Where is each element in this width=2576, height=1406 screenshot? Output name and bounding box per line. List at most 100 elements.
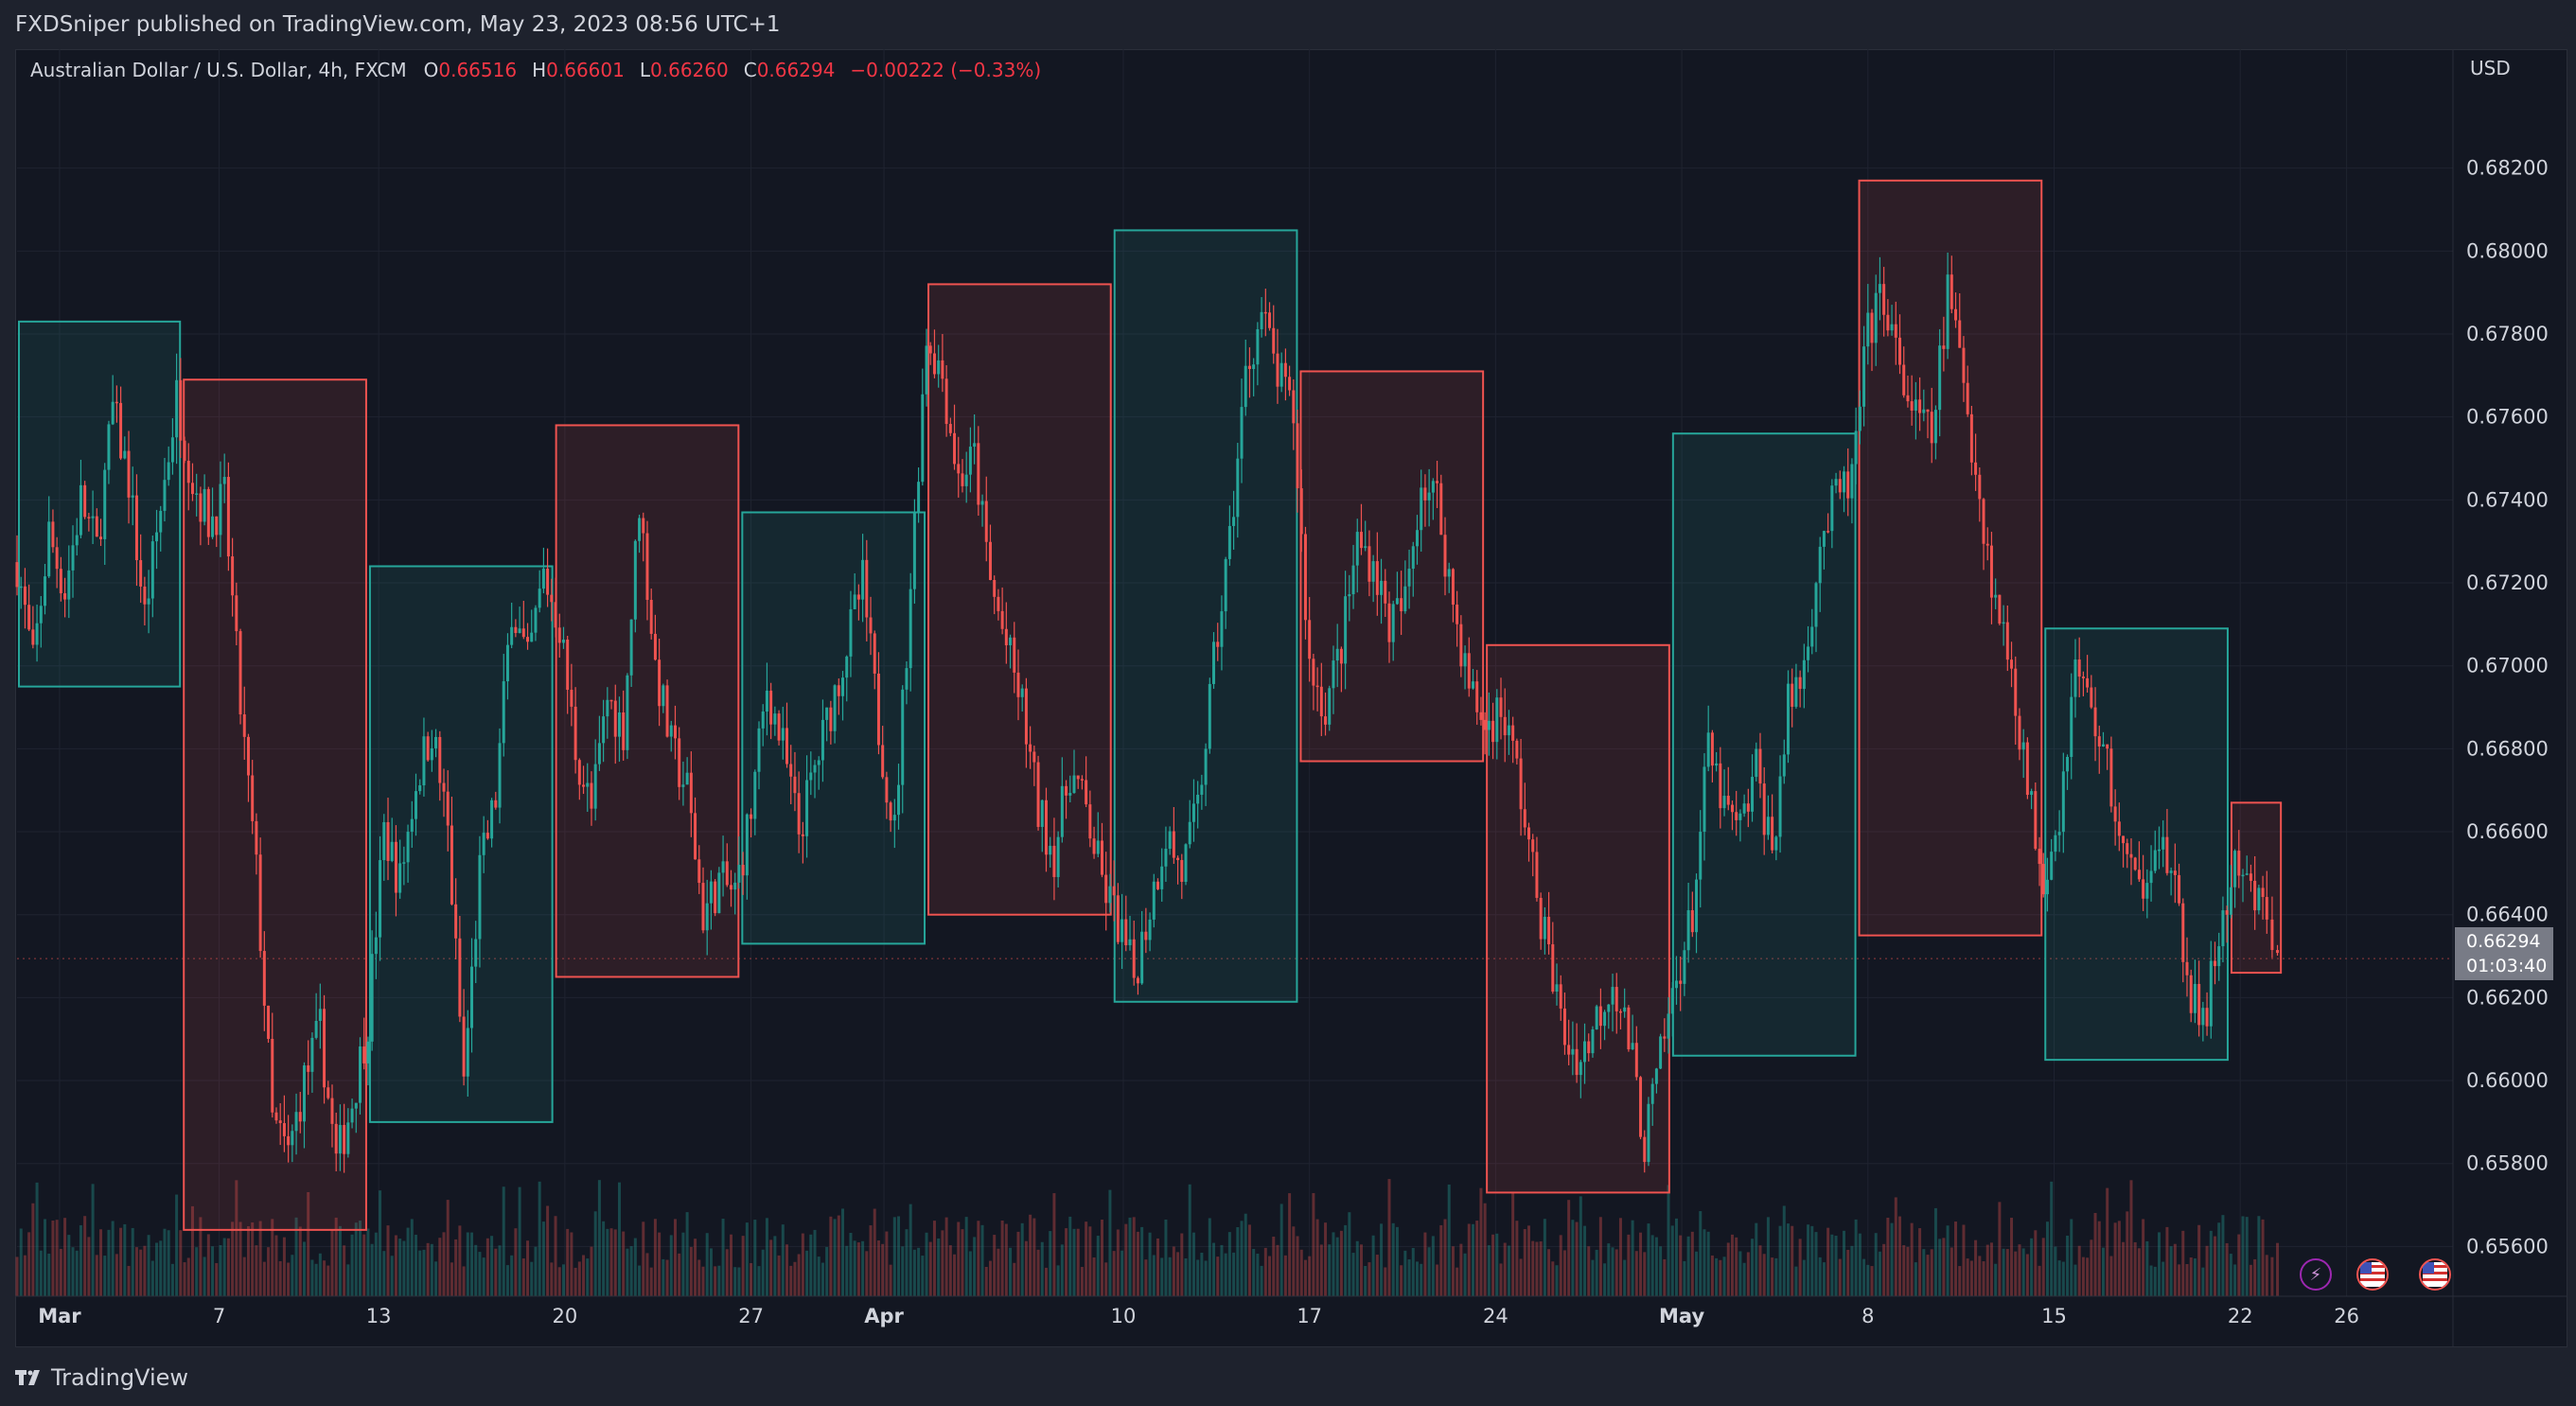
candle-body[interactable] [561, 639, 565, 643]
candle-body[interactable] [1088, 804, 1092, 839]
candle-body[interactable] [2205, 1008, 2209, 1027]
candle-body[interactable] [1910, 401, 1914, 411]
candle-body[interactable] [1312, 659, 1315, 686]
candle-body[interactable] [510, 626, 514, 645]
candle-body[interactable] [653, 633, 657, 660]
candle-body[interactable] [2073, 659, 2077, 697]
candle-body[interactable] [689, 772, 693, 814]
candle-body[interactable] [817, 760, 820, 765]
candle-body[interactable] [1355, 532, 1359, 566]
candle-body[interactable] [71, 545, 75, 571]
candle-body[interactable] [1882, 284, 1886, 315]
candle-body[interactable] [932, 353, 936, 375]
candle-body[interactable] [1016, 672, 1020, 697]
candle-body[interactable] [1818, 546, 1822, 584]
candle-body[interactable] [1543, 916, 1546, 940]
candle-body[interactable] [1124, 919, 1128, 946]
candle-body[interactable] [2133, 857, 2137, 870]
candle-body[interactable] [2153, 850, 2157, 871]
candle-body[interactable] [586, 782, 590, 787]
candle-body[interactable] [1319, 686, 1323, 717]
candle-body[interactable] [1200, 784, 1204, 795]
candle-body[interactable] [430, 747, 433, 761]
candle-body[interactable] [294, 1112, 298, 1132]
candle-body[interactable] [2034, 791, 2038, 850]
candle-body[interactable] [1004, 628, 1008, 645]
candle-body[interactable] [554, 602, 557, 628]
candle-body[interactable] [1950, 274, 1953, 309]
candle-body[interactable] [186, 460, 190, 483]
candle-body[interactable] [1168, 831, 1172, 850]
candle-body[interactable] [1443, 535, 1447, 577]
candle-body[interactable] [1595, 1006, 1598, 1029]
candle-body[interactable] [1918, 399, 1922, 413]
candle-body[interactable] [502, 681, 505, 744]
candle-body[interactable] [1766, 817, 1770, 835]
candle-body[interactable] [1152, 881, 1156, 920]
candle-body[interactable] [119, 402, 123, 459]
candle-body[interactable] [1065, 785, 1068, 796]
candle-body[interactable] [1762, 783, 1766, 835]
candle-body[interactable] [2149, 870, 2153, 884]
candle-body[interactable] [1495, 697, 1499, 743]
candle-body[interactable] [1176, 857, 1180, 860]
candle-body[interactable] [1092, 838, 1096, 854]
candle-body[interactable] [642, 518, 645, 534]
candle-body[interactable] [1519, 758, 1523, 810]
candle-body[interactable] [849, 608, 853, 657]
candle-body[interactable] [1224, 558, 1227, 612]
candle-body[interactable] [761, 712, 765, 729]
candle-body[interactable] [2237, 851, 2241, 876]
candle-body[interactable] [2030, 791, 2034, 796]
candle-body[interactable] [1854, 431, 1858, 465]
candle-body[interactable] [1423, 487, 1427, 501]
candle-body[interactable] [557, 627, 561, 643]
candle-body[interactable] [1603, 1011, 1607, 1027]
candle-body[interactable] [2101, 744, 2105, 747]
candle-body[interactable] [658, 659, 662, 707]
candle-body[interactable] [721, 861, 725, 873]
candle-body[interactable] [2142, 879, 2145, 899]
candle-body[interactable] [853, 594, 856, 609]
candle-body[interactable] [2178, 874, 2181, 904]
candle-body[interactable] [1436, 481, 1439, 483]
candle-body[interactable] [2276, 950, 2280, 954]
candle-body[interactable] [1962, 347, 1966, 383]
candle-body[interactable] [190, 483, 194, 495]
candle-body[interactable] [1172, 831, 1175, 858]
candle-body[interactable] [1292, 390, 1296, 424]
candle-body[interactable] [856, 594, 860, 600]
candle-body[interactable] [1144, 931, 1148, 940]
candle-body[interactable] [793, 776, 797, 794]
candle-body[interactable] [1407, 569, 1411, 587]
candle-body[interactable] [2209, 960, 2213, 1027]
candle-body[interactable] [466, 1028, 469, 1077]
candle-body[interactable] [442, 782, 446, 792]
candle-body[interactable] [961, 473, 964, 486]
candle-body[interactable] [51, 521, 55, 548]
candle-body[interactable] [1136, 977, 1139, 984]
candle-body[interactable] [2086, 677, 2090, 688]
candle-body[interactable] [1942, 345, 1946, 349]
candle-body[interactable] [714, 881, 717, 914]
candle-body[interactable] [1164, 849, 1168, 867]
candle-body[interactable] [606, 699, 609, 717]
candle-body[interactable] [1758, 748, 1762, 784]
candle-body[interactable] [274, 1112, 278, 1121]
candle-body[interactable] [362, 1046, 366, 1063]
candle-body[interactable] [2189, 975, 2193, 1013]
candle-body[interactable] [215, 516, 219, 536]
candle-body[interactable] [829, 707, 833, 731]
candle-body[interactable] [1256, 328, 1260, 365]
candle-body[interactable] [1308, 620, 1312, 659]
currency-label[interactable]: USD [2470, 57, 2511, 79]
candle-body[interactable] [1946, 274, 1950, 349]
candle-body[interactable] [1830, 485, 1834, 532]
candle-body[interactable] [91, 516, 95, 518]
candle-body[interactable] [2038, 849, 2041, 865]
candle-body[interactable] [1822, 531, 1826, 547]
candle-body[interactable] [1439, 483, 1443, 536]
candle-body[interactable] [1742, 803, 1746, 814]
candle-body[interactable] [31, 629, 35, 645]
